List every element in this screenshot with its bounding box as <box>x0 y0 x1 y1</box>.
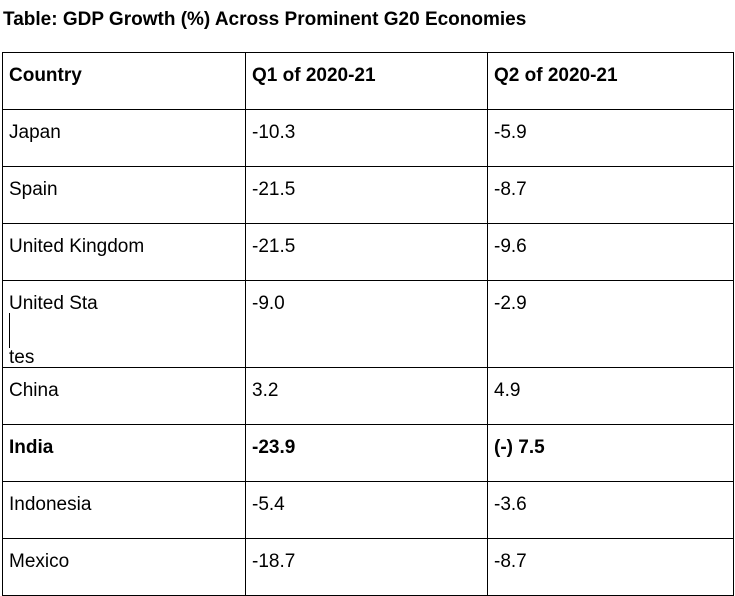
q2-cell: -5.9 <box>487 109 734 167</box>
q1-cell: -21.5 <box>245 223 488 281</box>
table-row: Indonesia -5.4 -3.6 <box>2 481 734 539</box>
country-cell: Japan <box>2 109 246 167</box>
q2-cell: 4.9 <box>487 367 734 425</box>
q1-value: -5.4 <box>252 494 285 515</box>
table-row-highlighted: India -23.9 (-) 7.5 <box>2 424 734 482</box>
header-label: Country <box>9 65 82 86</box>
q1-value: 3.2 <box>252 380 279 401</box>
table-row: United Kingdom -21.5 -9.6 <box>2 223 734 281</box>
country-name: China <box>9 380 59 401</box>
country-cell: China <box>2 367 246 425</box>
header-cell-q2: Q2 of 2020-21 <box>487 52 734 110</box>
gdp-growth-table: Country Q1 of 2020-21 Q2 of 2020-21 Japa… <box>2 52 734 596</box>
header-cell-q1: Q1 of 2020-21 <box>245 52 488 110</box>
q2-value: -2.9 <box>494 293 527 314</box>
header-cell-country: Country <box>2 52 246 110</box>
country-cell: Mexico <box>2 538 246 596</box>
q1-value: -9.0 <box>252 293 285 314</box>
country-name-text: United Sta <box>9 293 98 314</box>
q1-cell: -10.3 <box>245 109 488 167</box>
header-label: Q1 of 2020-21 <box>252 65 376 86</box>
country-cell: Indonesia <box>2 481 246 539</box>
country-name: India <box>9 437 54 458</box>
q2-value: -8.7 <box>494 551 527 572</box>
q2-cell: -2.9 <box>487 280 734 368</box>
q2-value: -9.6 <box>494 236 527 257</box>
q1-value: -21.5 <box>252 236 296 257</box>
q2-value: -8.7 <box>494 179 527 200</box>
q1-value: -21.5 <box>252 179 296 200</box>
q2-value: 4.9 <box>494 380 521 401</box>
table-row: Spain -21.5 -8.7 <box>2 166 734 224</box>
q2-value: -5.9 <box>494 122 527 143</box>
country-name: Spain <box>9 179 58 200</box>
country-cell: India <box>2 424 246 482</box>
q2-value: -3.6 <box>494 494 527 515</box>
country-cell: United Kingdom <box>2 223 246 281</box>
q1-value: -10.3 <box>252 122 296 143</box>
country-name: Indonesia <box>9 494 92 515</box>
q1-cell: -21.5 <box>245 166 488 224</box>
table-title: Table: GDP Growth (%) Across Prominent G… <box>3 9 527 30</box>
country-cell[interactable]: United Sta tes <box>2 280 246 368</box>
country-name: Mexico <box>9 551 70 572</box>
q2-cell: -8.7 <box>487 538 734 596</box>
table-row: China 3.2 4.9 <box>2 367 734 425</box>
q1-cell: -23.9 <box>245 424 488 482</box>
q1-cell: -18.7 <box>245 538 488 596</box>
table-row: Mexico -18.7 -8.7 <box>2 538 734 596</box>
q1-value: -18.7 <box>252 551 296 572</box>
country-name-text: tes <box>9 347 35 368</box>
q2-cell: -8.7 <box>487 166 734 224</box>
table-row: United Sta tes -9.0 -2.9 <box>2 280 734 368</box>
q2-cell: (-) 7.5 <box>487 424 734 482</box>
table-row: Japan -10.3 -5.9 <box>2 109 734 167</box>
q1-value: -23.9 <box>252 437 296 458</box>
country-name: United Kingdom <box>9 236 145 257</box>
country-name: Japan <box>9 122 61 143</box>
country-cell: Spain <box>2 166 246 224</box>
text-cursor <box>9 313 10 348</box>
q1-cell: -9.0 <box>245 280 488 368</box>
q2-cell: -9.6 <box>487 223 734 281</box>
q2-value: (-) 7.5 <box>494 437 545 458</box>
header-label: Q2 of 2020-21 <box>494 65 618 86</box>
q1-cell: -5.4 <box>245 481 488 539</box>
country-name[interactable]: United Sta tes <box>9 281 245 367</box>
table-header-row: Country Q1 of 2020-21 Q2 of 2020-21 <box>2 52 734 110</box>
q2-cell: -3.6 <box>487 481 734 539</box>
q1-cell: 3.2 <box>245 367 488 425</box>
